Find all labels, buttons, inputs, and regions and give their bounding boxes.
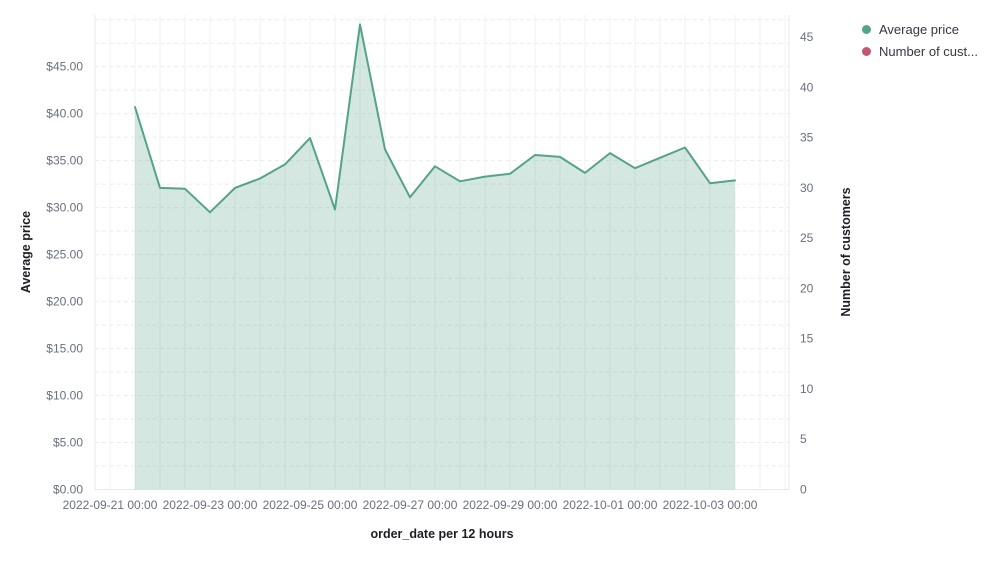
right-y-tick-label: 40 xyxy=(800,80,814,94)
x-tick-label: 2022-09-27 00:00 xyxy=(363,498,458,512)
x-tick-label: 2022-09-25 00:00 xyxy=(263,498,358,512)
legend-item-average-price[interactable]: Average price xyxy=(862,22,978,37)
left-y-tick-label: $5.00 xyxy=(53,436,83,450)
x-tick-label: 2022-10-01 00:00 xyxy=(563,498,658,512)
x-tick-label: 2022-09-23 00:00 xyxy=(163,498,258,512)
right-y-tick-label: 45 xyxy=(800,30,814,44)
chart-legend: Average price Number of cust... xyxy=(862,22,978,59)
legend-dot-icon xyxy=(862,25,871,34)
right-y-tick-label: 35 xyxy=(800,131,814,145)
right-y-axis-title: Number of customers xyxy=(839,187,853,317)
right-y-tick-label: 20 xyxy=(800,281,814,295)
left-y-tick-label: $20.00 xyxy=(46,295,83,309)
left-y-tick-label: $30.00 xyxy=(46,201,83,215)
right-y-tick-label: 5 xyxy=(800,432,807,446)
legend-item-number-of-customers[interactable]: Number of cust... xyxy=(862,44,978,59)
right-y-tick-label: 0 xyxy=(800,483,807,497)
right-y-tick-label: 10 xyxy=(800,382,814,396)
left-y-tick-label: $25.00 xyxy=(46,248,83,262)
right-y-tick-label: 15 xyxy=(800,332,814,346)
left-y-tick-label: $35.00 xyxy=(46,154,83,168)
right-y-tick-label: 25 xyxy=(800,231,814,245)
left-y-tick-label: $45.00 xyxy=(46,60,83,74)
right-y-tick-label: 30 xyxy=(800,181,814,195)
left-y-tick-label: $15.00 xyxy=(46,342,83,356)
left-y-tick-label: $10.00 xyxy=(46,389,83,403)
x-tick-label: 2022-09-29 00:00 xyxy=(463,498,558,512)
legend-label: Average price xyxy=(879,22,959,37)
x-tick-label: 2022-09-21 00:00 xyxy=(63,498,158,512)
left-y-tick-label: $0.00 xyxy=(53,483,83,497)
left-y-axis-title: Average price xyxy=(19,210,33,294)
average-price-area[interactable] xyxy=(135,24,735,490)
legend-label: Number of cust... xyxy=(879,44,978,59)
x-axis-title: order_date per 12 hours xyxy=(370,527,514,541)
left-y-tick-label: $40.00 xyxy=(46,107,83,121)
legend-dot-icon xyxy=(862,47,871,56)
average-price-line[interactable] xyxy=(134,23,736,214)
x-tick-label: 2022-10-03 00:00 xyxy=(663,498,758,512)
